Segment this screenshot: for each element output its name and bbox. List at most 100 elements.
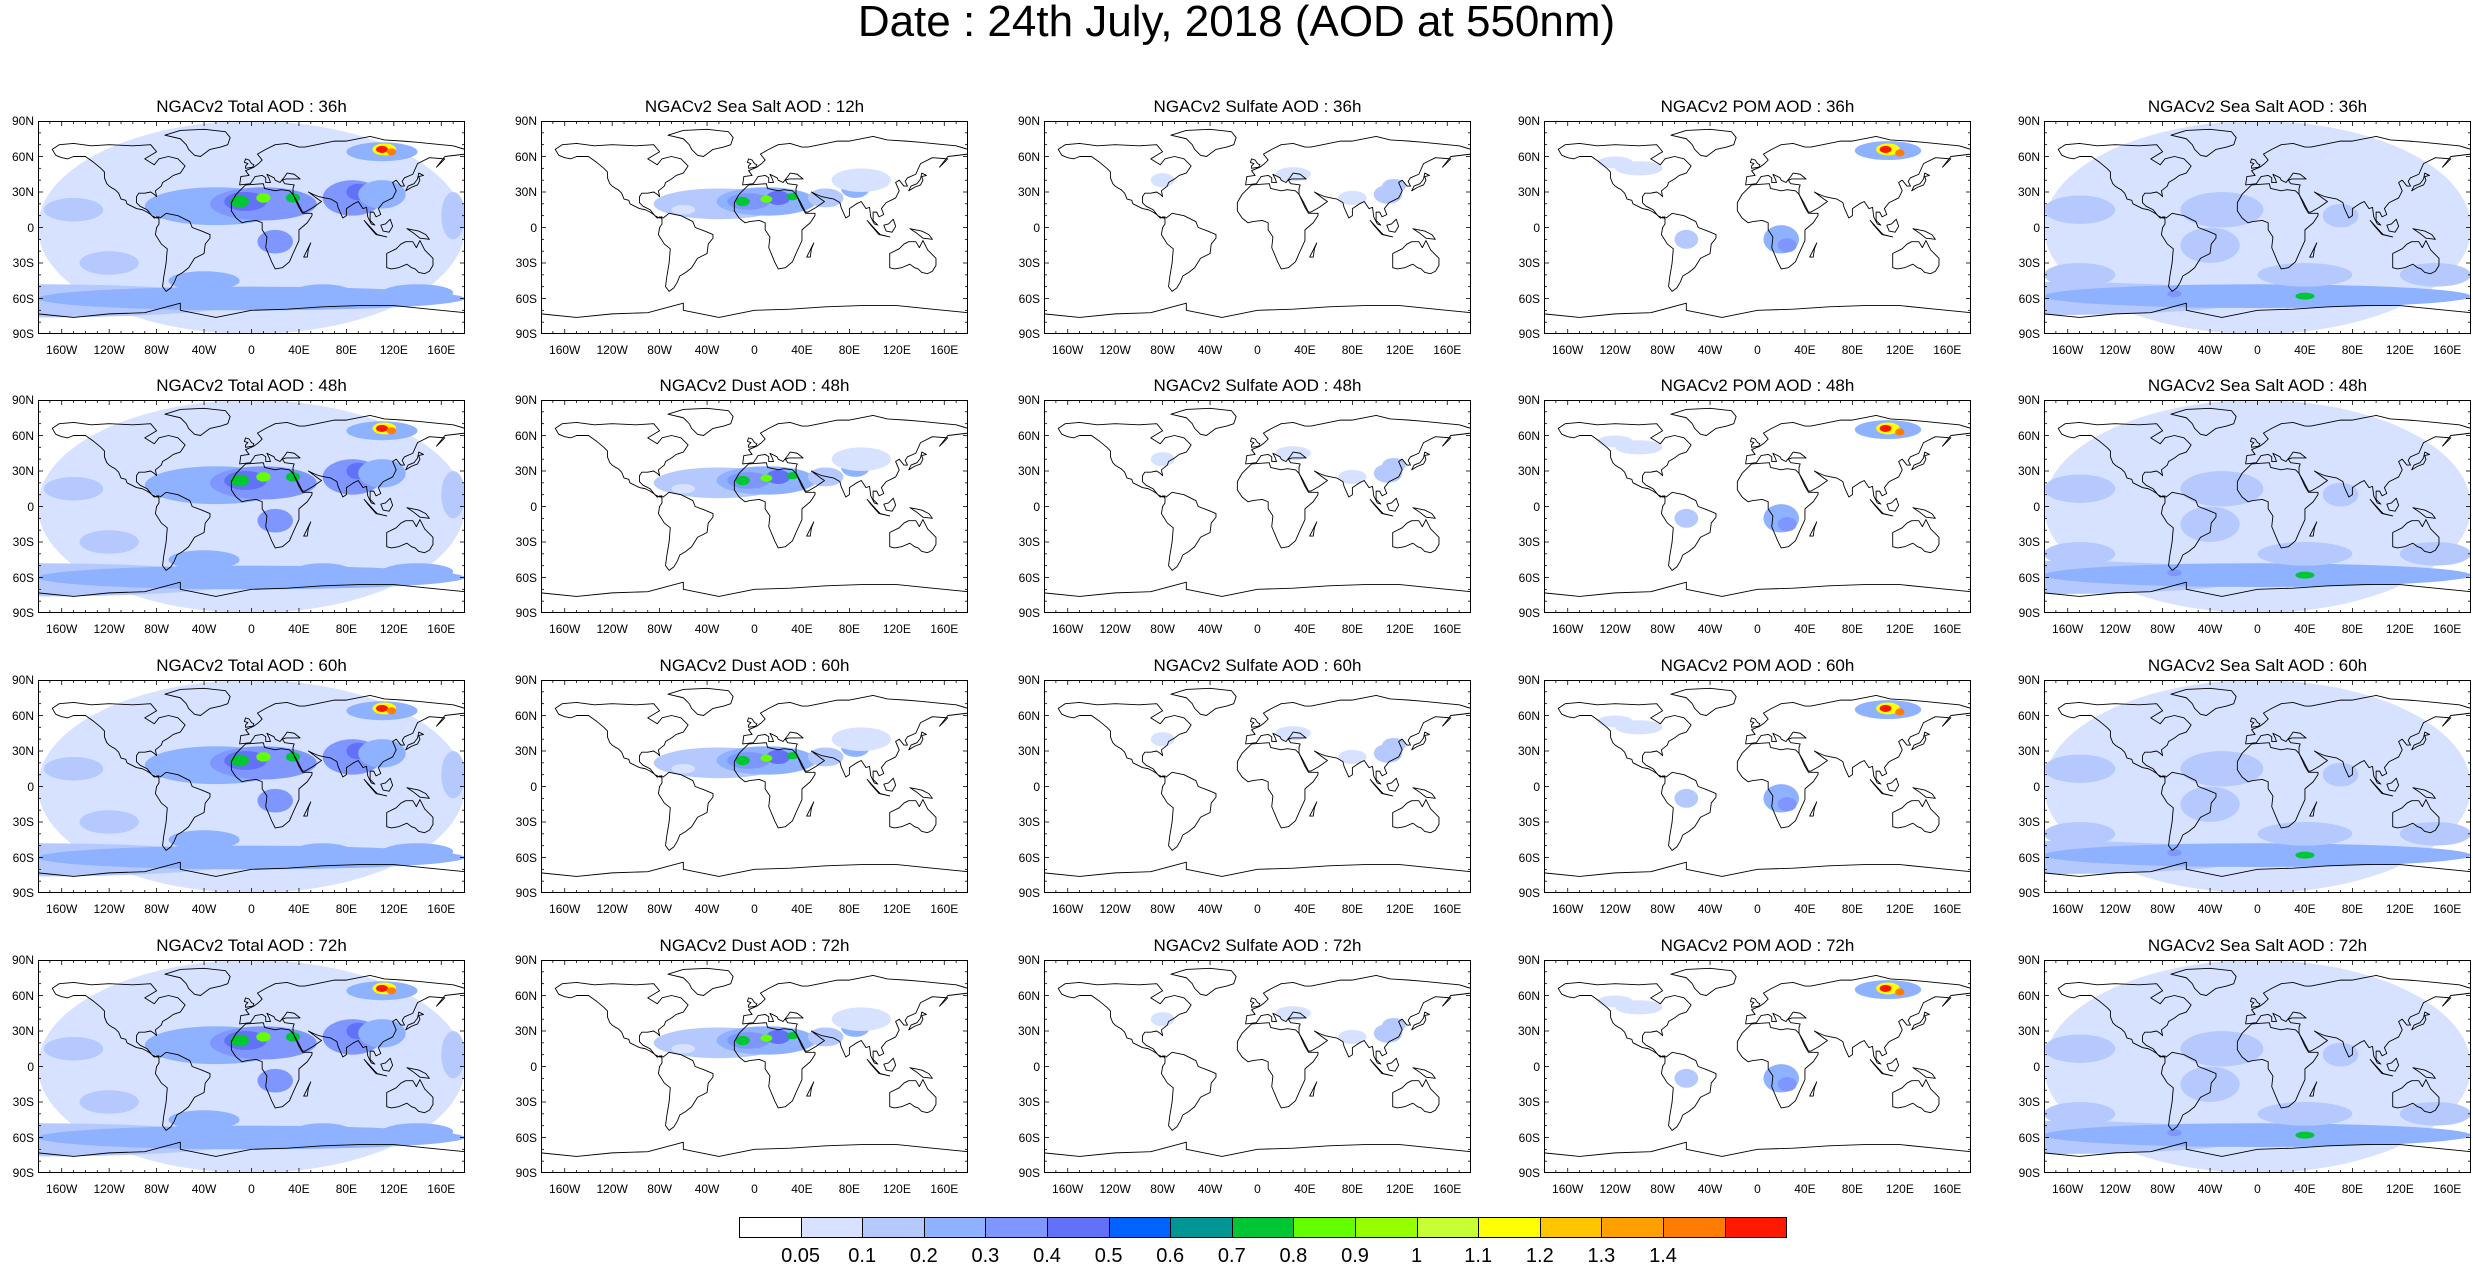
lat-tick-label: 60S xyxy=(515,1130,537,1145)
colorbar-label: 1 xyxy=(1411,1245,1423,1267)
lon-tick-label: 120W xyxy=(1099,902,1131,916)
aod-shading xyxy=(671,1044,696,1054)
lat-tick-label: 90S xyxy=(515,1166,537,1180)
lat-tick-label: 60S xyxy=(12,291,34,306)
aod-shading xyxy=(807,467,844,487)
coastline xyxy=(1892,519,1940,554)
map-panel-dust xyxy=(541,121,968,334)
coastline xyxy=(657,1051,714,1131)
lon-tick-label: 40E xyxy=(1794,1182,1816,1196)
aod-shading xyxy=(1597,435,1633,448)
lon-tick-label: 40W xyxy=(1197,902,1223,916)
coastline xyxy=(1057,702,1192,778)
lat-tick-label: 60S xyxy=(1018,850,1040,865)
aod-shading xyxy=(2167,569,2182,577)
colorbar-swatch xyxy=(1539,1217,1603,1238)
coastline xyxy=(733,462,816,549)
coastline xyxy=(2392,240,2440,275)
coastline xyxy=(667,407,734,436)
coastline xyxy=(1736,462,1819,549)
aod-shading xyxy=(1338,190,1367,206)
lat-tick-label: 30S xyxy=(515,256,537,270)
panel-title: NGACv2 Total AOD : 36h xyxy=(156,97,347,116)
colorbar-swatch xyxy=(1663,1217,1726,1238)
lat-tick-label: 30S xyxy=(515,815,537,829)
lon-tick-label: 0 xyxy=(751,343,758,357)
aod-shading xyxy=(1338,469,1367,485)
coastline xyxy=(1749,717,1761,728)
coastline xyxy=(554,422,689,498)
tick-marks xyxy=(541,960,968,1173)
coastline xyxy=(2170,687,2237,716)
coastline xyxy=(1249,997,1261,1008)
coastline xyxy=(2236,742,2319,829)
aod-shading xyxy=(386,427,397,435)
lat-tick-label: 90S xyxy=(12,1166,34,1180)
lat-tick-label: 0 xyxy=(27,779,34,794)
aod-shading xyxy=(376,145,388,153)
aod-shading xyxy=(38,1125,465,1150)
coastline xyxy=(883,777,897,792)
lat-tick-label: 30N xyxy=(1517,185,1540,199)
map-panel-pom xyxy=(1544,960,1971,1173)
lon-tick-label: 120E xyxy=(1385,902,1414,916)
colorbar-label: 0.05 xyxy=(781,1245,821,1267)
lon-tick-label: 120W xyxy=(2099,1182,2131,1196)
coastline xyxy=(908,451,927,471)
coastline xyxy=(230,183,313,270)
tick-marks xyxy=(38,400,465,613)
aod-shading xyxy=(2399,263,2471,287)
lat-tick-label: 90N xyxy=(1017,114,1040,128)
lon-tick-label: 160W xyxy=(1552,622,1584,636)
lon-tick-label: 80E xyxy=(838,343,861,357)
coastline xyxy=(1412,787,1436,799)
lon-tick-label: 160W xyxy=(1552,343,1584,357)
coastline xyxy=(1369,219,1394,238)
coastline xyxy=(239,135,465,226)
coastline xyxy=(2044,581,2471,613)
coastline xyxy=(1411,1011,1430,1031)
coastline xyxy=(405,451,424,471)
lon-tick-label: 120W xyxy=(596,902,628,916)
aod-shading xyxy=(168,830,240,850)
coastline xyxy=(1892,240,1940,275)
aod-shading xyxy=(1674,788,1699,808)
aod-shading xyxy=(376,424,388,432)
coastline xyxy=(243,158,255,169)
lon-tick-label: 120W xyxy=(93,1182,125,1196)
coastline xyxy=(38,302,465,334)
aod-shading xyxy=(168,271,240,291)
aod-shading xyxy=(1895,708,1905,716)
lon-tick-label: 40W xyxy=(694,1182,720,1196)
lat-tick-label: 30N xyxy=(1017,464,1040,478)
lon-tick-label: 120W xyxy=(596,1182,628,1196)
coastline xyxy=(1249,158,1261,169)
aod-shading xyxy=(256,752,271,762)
colorbar-swatch xyxy=(923,1217,987,1238)
coastline xyxy=(2412,507,2436,519)
colorbar-swatch xyxy=(739,1217,802,1238)
aod-shading xyxy=(831,168,891,192)
lon-tick-label: 80E xyxy=(1341,343,1364,357)
coastline xyxy=(1392,240,1440,275)
coastline xyxy=(1411,731,1430,751)
lon-tick-label: 40E xyxy=(288,343,310,357)
coastline xyxy=(1544,861,1971,893)
lat-tick-label: 90S xyxy=(1518,606,1540,620)
lat-tick-label: 60N xyxy=(11,149,34,164)
colorbar-swatch xyxy=(1601,1217,1664,1238)
lat-tick-label: 90S xyxy=(1018,1166,1040,1180)
aod-shading xyxy=(2044,195,2116,224)
coastline xyxy=(1369,778,1394,797)
colorbar-label: 1.4 xyxy=(1649,1245,1677,1267)
colorbar-label: 1.3 xyxy=(1587,1245,1616,1267)
coastline xyxy=(667,967,734,996)
lon-tick-label: 40E xyxy=(791,343,813,357)
coastline xyxy=(908,1011,927,1031)
coastline xyxy=(2044,1141,2471,1173)
aod-shading xyxy=(831,1007,891,1031)
colorbar-swatch xyxy=(1478,1217,1541,1238)
aod-shading xyxy=(766,469,791,485)
lon-tick-label: 160E xyxy=(1433,622,1462,636)
lon-tick-label: 40W xyxy=(694,902,720,916)
